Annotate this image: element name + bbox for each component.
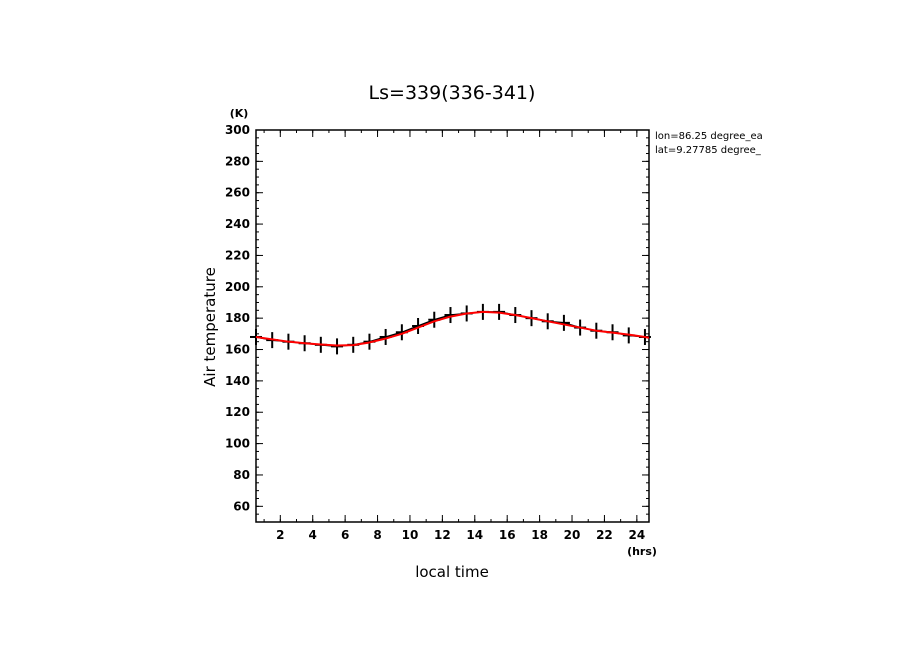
axis-ticks: 2 4 6 8 10 12 14 16 18 20 22 2460801001201401601802…	[225, 123, 649, 542]
y-axis-unit: (K)	[230, 107, 249, 120]
x-tick-label: 16	[499, 528, 516, 542]
x-tick-label: 18	[531, 528, 548, 542]
y-tick-label: 220	[225, 248, 250, 262]
x-axis-unit: (hrs)	[627, 545, 657, 558]
plot-frame	[255, 129, 650, 523]
x-axis-label: local time	[415, 563, 489, 581]
y-tick-label: 200	[225, 280, 250, 294]
x-tick-label: 12	[434, 528, 451, 542]
y-tick-label: 140	[225, 374, 250, 388]
y-tick-label: 160	[225, 343, 250, 357]
y-tick-label: 300	[225, 123, 250, 137]
x-tick-label: 10	[402, 528, 419, 542]
y-axis-label: Air temperature	[201, 267, 219, 387]
y-tick-label: 60	[233, 499, 250, 513]
y-tick-label: 100	[225, 437, 250, 451]
y-tick-label: 260	[225, 186, 250, 200]
x-tick-label: 4	[309, 528, 317, 542]
y-tick-label: 180	[225, 311, 250, 325]
chart-title: Ls=339(336-341)	[369, 82, 536, 104]
series-marks	[250, 303, 651, 355]
x-tick-label: 20	[564, 528, 581, 542]
x-tick-label: 6	[341, 528, 349, 542]
annotation-lon: lon=86.25 degree_ea	[655, 131, 763, 142]
x-tick-label: 14	[466, 528, 483, 542]
x-tick-label: 8	[373, 528, 381, 542]
x-tick-label: 2	[276, 528, 284, 542]
x-tick-label: 22	[596, 528, 613, 542]
y-tick-label: 120	[225, 405, 250, 419]
y-tick-label: 280	[225, 154, 250, 168]
x-tick-label: 24	[628, 528, 645, 542]
annotation-lat: lat=9.27785 degree_	[655, 145, 762, 156]
series-fit-line	[255, 310, 650, 347]
y-tick-label: 240	[225, 217, 250, 231]
y-tick-label: 80	[233, 468, 250, 482]
